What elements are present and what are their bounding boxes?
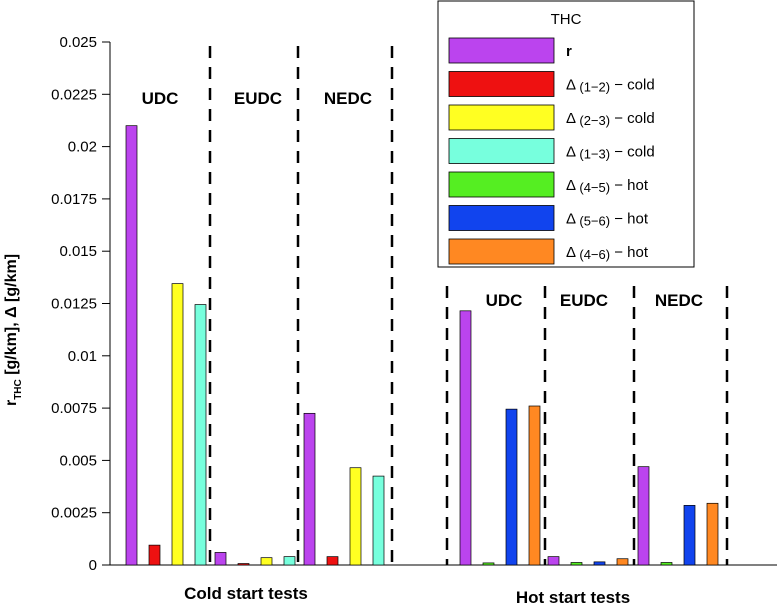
legend-label-suffix: − hot (610, 244, 649, 261)
bar-hot-nedc-d46 (706, 502, 719, 566)
legend-label: r (566, 43, 572, 60)
cycle-label: UDC (142, 89, 179, 108)
axes: 0 0.0025 0.005 0.0075 0.01 0.0125 0.015 0.0175 0… (51, 34, 777, 574)
legend-swatch (448, 205, 555, 231)
cycle-separators (208, 46, 729, 565)
legend-label: Δ (2−3) − cold (566, 110, 655, 128)
bar-cold-udc-r (125, 125, 138, 566)
y-axis-label-sub: THC (13, 379, 24, 400)
legend-label-suffix: − cold (610, 144, 655, 161)
y-tick-label: 0.02 (68, 139, 97, 156)
bar-cold-nedc-d12 (326, 556, 339, 566)
cycle-label: EUDC (234, 89, 282, 108)
y-axis-label: rTHC [g/km], Δ [g/km] (3, 254, 24, 406)
bar-hot-nedc-r (637, 466, 650, 566)
y-tick-label: 0.025 (59, 34, 97, 51)
bar-cold-udc-d12 (148, 544, 161, 566)
legend-label-sub: (2−3) (579, 113, 610, 128)
legend-label-symbol: Δ (566, 110, 579, 127)
bar-cold-eudc-d23 (260, 557, 273, 566)
y-tick-label: 0.015 (59, 243, 97, 260)
legend-label-suffix: − cold (610, 77, 655, 94)
legend-label-symbol: Δ (566, 211, 579, 228)
legend-label-symbol: Δ (566, 177, 579, 194)
y-tick-label: 0.0025 (51, 505, 97, 522)
legend-label-sub: (4−6) (579, 247, 610, 262)
cycle-label: EUDC (560, 291, 608, 310)
bar-cold-eudc-d13 (283, 556, 296, 566)
bar-cold-eudc-r (214, 552, 227, 566)
legend-swatch (448, 171, 555, 198)
bar-cold-eudc-d12 (237, 563, 250, 566)
legend-label-sub: (5−6) (579, 214, 610, 229)
legend-label-symbol: Δ (566, 77, 579, 94)
bar-cold-udc-d23 (171, 283, 184, 566)
y-tick-label: 0.005 (59, 452, 97, 469)
bar-hot-nedc-d45 (660, 562, 673, 566)
bar-hot-eudc-d56 (593, 561, 606, 566)
legend-swatch (448, 238, 555, 265)
bar-hot-nedc-d56 (683, 505, 696, 566)
legend-label: Δ (5−6) − hot (566, 211, 649, 229)
bars (125, 125, 719, 566)
legend-swatch (448, 37, 555, 64)
bar-cold-nedc-d13 (372, 475, 385, 566)
legend-label-sub: (1−2) (579, 80, 610, 95)
bar-hot-udc-d56 (505, 408, 518, 566)
bar-cold-nedc-d23 (349, 467, 362, 566)
legend-label: Δ (4−5) − hot (566, 177, 649, 195)
bar-hot-eudc-r (547, 556, 560, 566)
bar-cold-udc-d13 (194, 304, 207, 566)
legend-label-symbol: Δ (566, 244, 579, 261)
legend-label-sub: (1−3) (579, 147, 610, 162)
legend-label-symbol: Δ (566, 144, 579, 161)
cycle-label: NEDC (324, 89, 372, 108)
legend-label: Δ (1−2) − cold (566, 77, 655, 95)
legend-title: THC (551, 11, 582, 28)
cycle-label: UDC (486, 291, 523, 310)
legend-label-suffix: − cold (610, 110, 655, 127)
group-labels: Cold start tests Hot start tests (184, 584, 630, 607)
legend-swatch (448, 104, 555, 131)
legend-label: Δ (1−3) − cold (566, 144, 655, 162)
y-tick-label: 0.0225 (51, 86, 97, 103)
bar-hot-eudc-d45 (570, 562, 583, 566)
bar-hot-udc-d45 (482, 562, 495, 566)
bar-hot-eudc-d46 (616, 558, 629, 566)
legend-label-sub: (4−5) (579, 180, 610, 195)
bar-hot-udc-r (459, 310, 472, 566)
legend-label: Δ (4−6) − hot (566, 244, 649, 262)
cycle-labels: UDC EUDC NEDC UDC EUDC NEDC (142, 89, 704, 310)
cycle-label: NEDC (655, 291, 703, 310)
y-axis-label-main: r (3, 400, 20, 406)
legend-label-suffix: − hot (610, 177, 649, 194)
y-axis-label-rest: [g/km], Δ [g/km] (3, 254, 20, 379)
legend-swatch (448, 71, 555, 97)
y-tick-label: 0.0075 (51, 400, 97, 417)
y-tick-label: 0.0125 (51, 296, 97, 313)
group-label: Cold start tests (184, 584, 308, 603)
legend-swatch (448, 138, 555, 164)
legend-label-suffix: − hot (610, 211, 649, 228)
y-tick-label: 0.01 (68, 348, 97, 365)
y-tick-label: 0.0175 (51, 191, 97, 208)
y-tick-label: 0 (89, 557, 97, 574)
group-label: Hot start tests (516, 588, 630, 607)
bar-hot-udc-d46 (528, 405, 541, 566)
bar-cold-nedc-r (303, 412, 316, 566)
